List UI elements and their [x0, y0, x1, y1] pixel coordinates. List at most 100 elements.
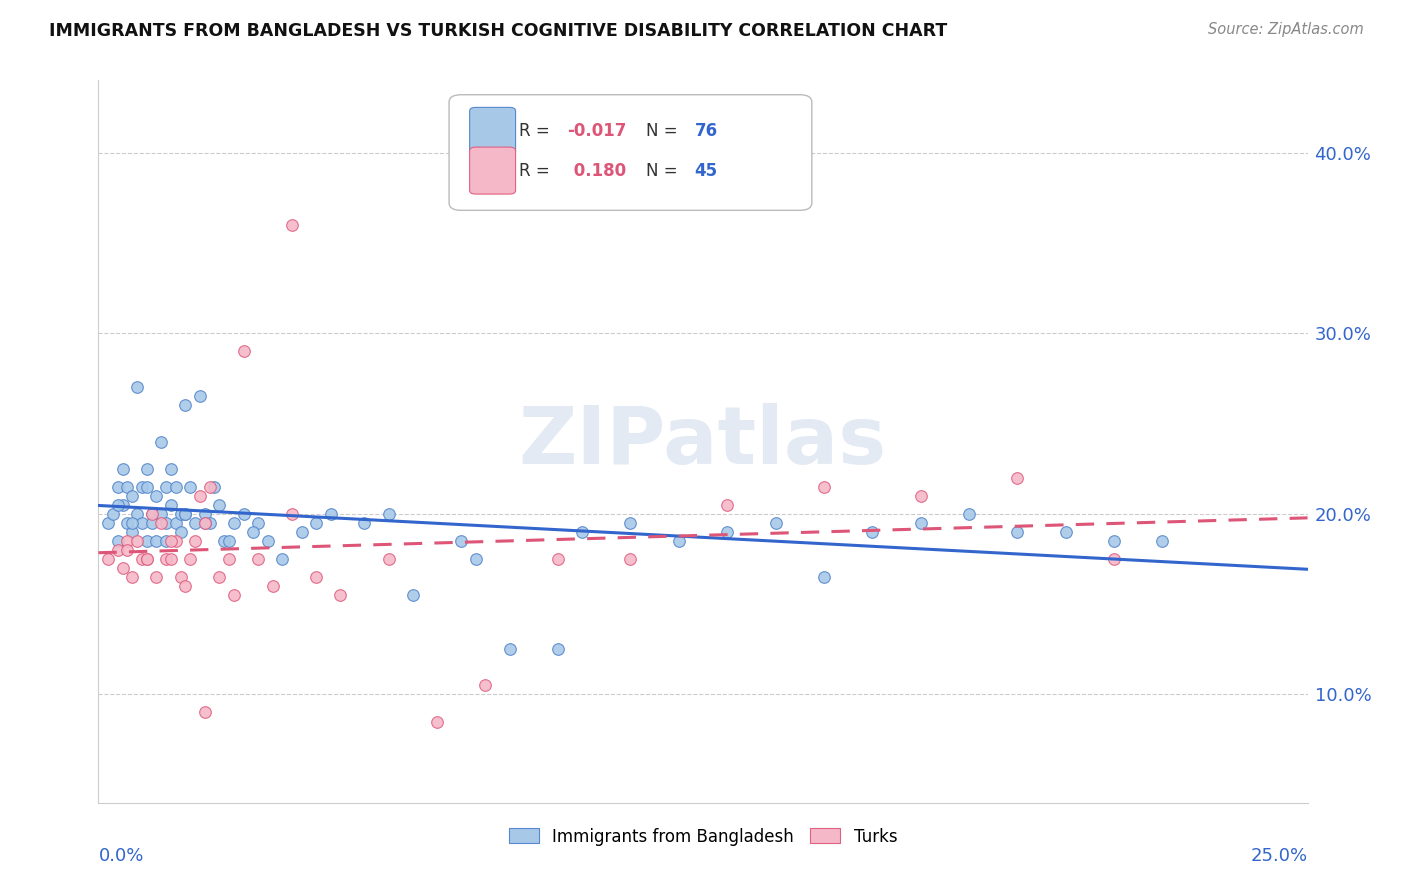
Point [160, 533, 183, 548]
Point [184, 516, 207, 530]
Point [117, 516, 139, 530]
Point [1102, 552, 1125, 566]
Point [111, 561, 134, 575]
Point [165, 480, 187, 494]
Text: 76: 76 [695, 122, 717, 140]
Point [121, 570, 143, 584]
Text: -0.017: -0.017 [568, 122, 627, 140]
Point [97, 552, 120, 566]
Point [329, 588, 352, 602]
Point [377, 552, 399, 566]
Point [247, 552, 270, 566]
Point [160, 552, 183, 566]
Point [160, 498, 183, 512]
Point [474, 678, 496, 692]
Point [131, 516, 153, 530]
Point [1007, 471, 1029, 485]
Point [194, 516, 217, 530]
Text: IMMIGRANTS FROM BANGLADESH VS TURKISH COGNITIVE DISABILITY CORRELATION CHART: IMMIGRANTS FROM BANGLADESH VS TURKISH CO… [49, 22, 948, 40]
Point [111, 498, 134, 512]
Text: R =: R = [519, 122, 555, 140]
Point [141, 507, 163, 521]
Point [242, 524, 264, 539]
Point [281, 218, 304, 232]
Point [135, 552, 157, 566]
Point [910, 516, 932, 530]
Point [668, 533, 690, 548]
Point [305, 570, 328, 584]
Point [165, 516, 187, 530]
Point [813, 480, 835, 494]
Point [188, 489, 211, 503]
Point [160, 461, 183, 475]
Point [179, 480, 201, 494]
Point [117, 542, 139, 557]
Point [127, 507, 149, 521]
Point [131, 480, 153, 494]
Point [957, 507, 980, 521]
Point [155, 533, 177, 548]
Point [150, 434, 173, 449]
Point [271, 552, 294, 566]
Point [450, 533, 472, 548]
Point [247, 516, 270, 530]
Text: 45: 45 [695, 161, 717, 179]
Point [305, 516, 328, 530]
Text: Source: ZipAtlas.com: Source: ZipAtlas.com [1208, 22, 1364, 37]
Point [208, 498, 231, 512]
Point [281, 507, 304, 521]
Point [179, 552, 201, 566]
Point [194, 706, 217, 720]
Point [135, 552, 157, 566]
Point [155, 480, 177, 494]
Point [145, 489, 167, 503]
Text: 25.0%: 25.0% [1250, 847, 1308, 865]
Point [184, 533, 207, 548]
Text: R =: R = [519, 161, 555, 179]
Point [169, 570, 191, 584]
Point [547, 552, 569, 566]
Point [145, 533, 167, 548]
Point [222, 588, 245, 602]
Point [121, 516, 143, 530]
Text: ZIPatlas: ZIPatlas [519, 402, 887, 481]
Point [127, 380, 149, 394]
Point [107, 498, 129, 512]
Point [198, 480, 221, 494]
Point [141, 516, 163, 530]
Point [107, 533, 129, 548]
Point [232, 507, 254, 521]
Point [194, 516, 217, 530]
Point [619, 552, 641, 566]
Point [218, 533, 240, 548]
Point [150, 516, 173, 530]
Point [97, 516, 120, 530]
Point [188, 389, 211, 403]
Point [1054, 524, 1077, 539]
Text: 0.180: 0.180 [568, 161, 626, 179]
Point [813, 570, 835, 584]
Point [101, 507, 124, 521]
Point [141, 507, 163, 521]
Legend: Immigrants from Bangladesh, Turks: Immigrants from Bangladesh, Turks [502, 821, 904, 852]
Point [107, 542, 129, 557]
Point [619, 516, 641, 530]
Point [218, 552, 240, 566]
Point [145, 570, 167, 584]
Point [426, 714, 449, 729]
Point [262, 579, 284, 593]
Point [377, 507, 399, 521]
Point [222, 516, 245, 530]
Point [319, 507, 342, 521]
Point [198, 516, 221, 530]
Point [135, 480, 157, 494]
Point [165, 533, 187, 548]
FancyBboxPatch shape [470, 107, 516, 154]
Point [716, 524, 738, 539]
Point [402, 588, 425, 602]
Point [174, 507, 197, 521]
Point [212, 533, 235, 548]
Point [1102, 533, 1125, 548]
Text: N =: N = [647, 161, 683, 179]
Point [169, 524, 191, 539]
